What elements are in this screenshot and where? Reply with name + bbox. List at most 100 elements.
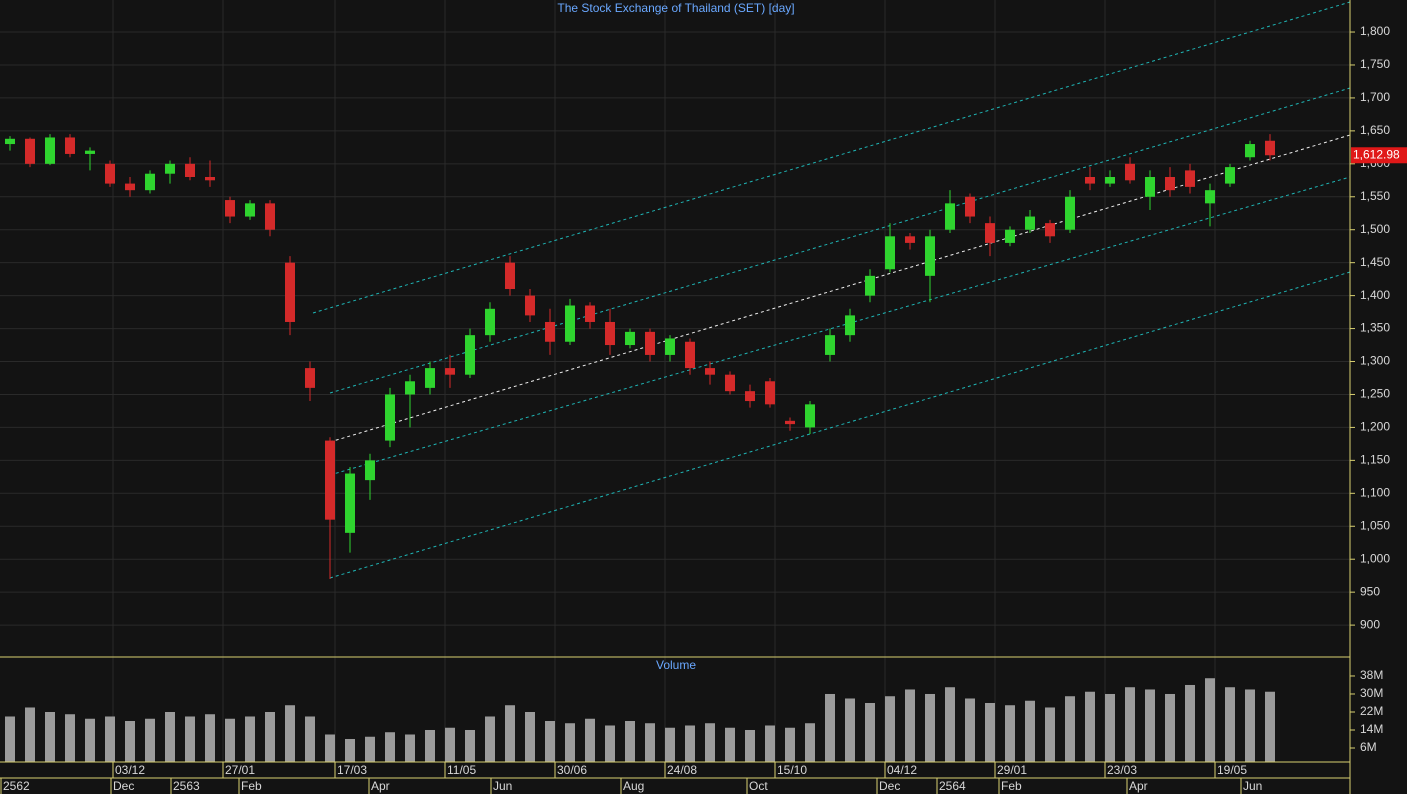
volume-bar [925,693,935,762]
y-tick-label: 1,750 [1360,57,1390,71]
volume-bar [725,727,735,762]
volume-bar [485,716,495,762]
volume-bar [405,734,415,762]
candle-body [445,368,455,375]
time-label: Oct [749,779,768,793]
candle-body [145,173,155,191]
volume-bar [5,716,15,762]
candle-body [1125,163,1135,181]
volume-bar [245,716,255,762]
candle-body [65,137,75,154]
candle-body [425,368,435,388]
volume-bar [1085,691,1095,762]
candle-body [685,341,695,369]
candle-body [405,381,415,395]
time-label: Apr [371,779,390,793]
candle-body [665,338,675,355]
time-label: 2564 [939,779,966,793]
volume-bar [585,718,595,762]
volume-bar [945,687,955,762]
volume-bar [825,693,835,762]
y-tick-label: 1,800 [1360,24,1390,38]
candle-body [605,321,615,346]
volume-bar [185,716,195,762]
chart-title: The Stock Exchange of Thailand (SET) [da… [557,1,794,15]
candle-body [385,394,395,441]
candle-body [545,321,555,342]
y-tick-label: 1,100 [1360,485,1390,499]
candle-body [345,473,355,533]
candle-body [505,262,515,290]
candle-body [1225,167,1235,184]
candle-body [965,196,975,217]
time-label: Dec [113,779,134,793]
channel-line [312,1,1351,314]
y-tick-label: 1,350 [1360,321,1390,335]
volume-bar [525,711,535,762]
volume-bar [285,705,295,762]
y-tick-label: 1,500 [1360,222,1390,236]
candle-body [1065,196,1075,230]
y-tick-label: 30M [1360,686,1383,700]
volume-bar [1005,705,1015,762]
candle-body [645,331,655,355]
candle-body [905,236,915,243]
time-label: Dec [879,779,900,793]
time-label: 15/10 [777,763,807,777]
volume-bar [1065,696,1075,762]
candle-body [85,150,95,154]
candle-body [245,203,255,217]
candle-body [225,200,235,217]
candle-body [1165,177,1175,191]
volume-bar [665,727,675,762]
volume-bar [105,716,115,762]
candle-body [945,203,955,230]
volume-bar [125,720,135,762]
volume-bar [1045,707,1055,762]
candle-body [1045,223,1055,237]
candle-body [925,236,935,276]
volume-bar [505,705,515,762]
y-tick-label: 1,000 [1360,551,1390,565]
y-tick-label: 1,300 [1360,354,1390,368]
volume-bar [305,716,315,762]
candle-body [805,404,815,428]
candle-body [5,138,15,145]
volume-bar [205,714,215,762]
time-label: Feb [1001,779,1022,793]
last-price-box [1351,147,1407,164]
candle-body [485,308,495,336]
volume-bar [565,723,575,762]
last-price-label: 1,612.98 [1353,147,1400,161]
volume-bar [985,702,995,762]
candle-body [45,137,55,164]
time-label: 11/05 [447,763,476,777]
candle-body [1005,229,1015,243]
volume-bar [765,725,775,762]
candle-body [1085,177,1095,184]
candle-body [1025,216,1035,230]
time-label: Jun [493,779,512,793]
volume-bar [1125,687,1135,762]
volume-bar [645,723,655,762]
volume-title: Volume [656,658,696,672]
volume-bar [145,718,155,762]
candle-body [565,305,575,342]
volume-bar [805,723,815,762]
candle-body [525,295,535,316]
marks [5,134,1275,762]
candle-body [725,374,735,392]
candle-body [1245,144,1255,158]
candle-body [625,331,635,346]
volume-bar [65,714,75,762]
y-tick-label: 1,200 [1360,420,1390,434]
candle-body [705,368,715,375]
y-tick-label: 1,150 [1360,453,1390,467]
candle-body [165,163,175,174]
time-label: Aug [623,779,644,793]
candle-body [325,440,335,520]
candle-body [205,177,215,181]
candle-body [1205,190,1215,204]
